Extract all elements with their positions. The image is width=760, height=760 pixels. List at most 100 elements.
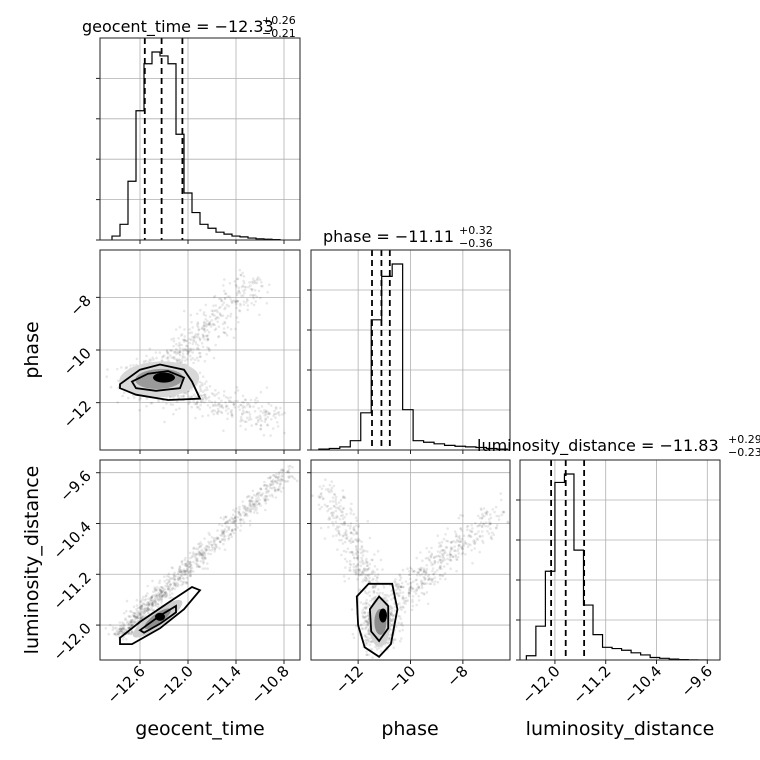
sample-point <box>254 499 257 503</box>
sample-point <box>137 611 141 614</box>
sample-point <box>157 594 161 597</box>
sample-point <box>373 565 377 568</box>
sample-point <box>175 360 179 363</box>
sample-point <box>128 615 131 618</box>
sample-point <box>202 311 206 314</box>
sample-point <box>290 474 294 478</box>
sample-point <box>459 513 462 517</box>
sample-point <box>198 565 201 569</box>
sample-point <box>170 577 173 581</box>
sample-point <box>441 574 445 577</box>
sample-point <box>411 595 415 598</box>
sample-point <box>185 564 189 568</box>
sample-point <box>236 291 239 295</box>
sample-point <box>113 632 117 636</box>
sample-point <box>245 506 249 510</box>
sample-point <box>183 563 187 567</box>
sample-point <box>398 578 402 582</box>
sample-point <box>232 520 236 523</box>
sample-point <box>343 580 347 583</box>
sample-point <box>256 418 260 422</box>
sample-point <box>130 630 134 634</box>
sample-point <box>127 615 130 618</box>
sample-point <box>135 598 139 602</box>
sample-point <box>217 396 221 400</box>
sample-point <box>232 402 236 406</box>
sample-point <box>259 409 263 413</box>
sample-point <box>345 560 349 563</box>
sample-point <box>241 419 244 422</box>
sample-point <box>249 509 253 513</box>
sample-point <box>149 401 153 405</box>
sample-point <box>162 406 165 410</box>
sample-point <box>421 559 424 562</box>
sample-point <box>254 509 258 512</box>
sample-point <box>243 507 246 511</box>
sample-point <box>454 540 458 544</box>
sample-point <box>150 595 153 598</box>
sample-point <box>206 562 209 565</box>
sample-point <box>329 500 332 503</box>
sample-point <box>145 603 148 606</box>
sample-point <box>152 593 155 597</box>
sample-point <box>256 420 260 423</box>
sample-point <box>381 591 384 595</box>
sample-point <box>481 530 484 533</box>
sample-point <box>416 571 419 574</box>
sample-point <box>438 551 442 554</box>
sample-point <box>266 410 269 414</box>
sample-point <box>202 394 205 397</box>
sample-point <box>360 556 363 560</box>
sample-point <box>486 510 489 514</box>
sample-point <box>160 586 164 589</box>
sample-point <box>241 504 245 508</box>
sample-point <box>118 629 121 633</box>
sample-point <box>146 592 149 595</box>
sample-point <box>165 350 169 354</box>
sample-point <box>240 294 243 298</box>
sample-point <box>242 411 246 415</box>
sample-point <box>143 598 146 602</box>
sample-point <box>157 599 160 602</box>
sample-point <box>198 550 202 553</box>
sample-point <box>184 348 188 352</box>
sample-point <box>194 553 198 556</box>
sample-point <box>462 543 466 546</box>
sample-point <box>248 413 252 416</box>
sample-point <box>160 591 163 595</box>
sample-point <box>249 498 252 502</box>
sample-point <box>217 316 220 320</box>
sample-point <box>484 521 488 524</box>
sample-point <box>226 520 229 523</box>
sample-point <box>481 534 484 538</box>
sample-point <box>363 573 366 576</box>
sample-point <box>160 595 164 598</box>
ytick-label-luminosity-distance: −10.4 <box>50 518 95 563</box>
sample-point <box>419 551 422 554</box>
sample-point <box>177 584 180 587</box>
sample-point <box>170 588 173 592</box>
sample-point <box>335 534 338 537</box>
sample-point <box>331 513 335 517</box>
sample-point <box>248 281 251 284</box>
sample-point <box>232 508 235 512</box>
sample-point <box>182 568 186 571</box>
sample-point <box>190 566 194 570</box>
sample-point <box>136 609 139 613</box>
sample-point <box>199 544 202 548</box>
sample-point <box>154 594 157 598</box>
sample-point <box>285 480 288 483</box>
sample-point <box>117 632 120 636</box>
sample-point <box>246 304 250 307</box>
sample-point <box>196 559 199 562</box>
sample-point <box>326 509 329 513</box>
sample-point <box>200 552 204 556</box>
sample-point <box>165 357 168 360</box>
sample-point <box>174 328 178 331</box>
sample-point <box>276 487 280 491</box>
sample-point <box>281 478 285 482</box>
sample-point <box>354 624 358 628</box>
sample-point <box>260 284 263 288</box>
sample-point <box>202 328 206 332</box>
sample-point <box>147 607 150 610</box>
